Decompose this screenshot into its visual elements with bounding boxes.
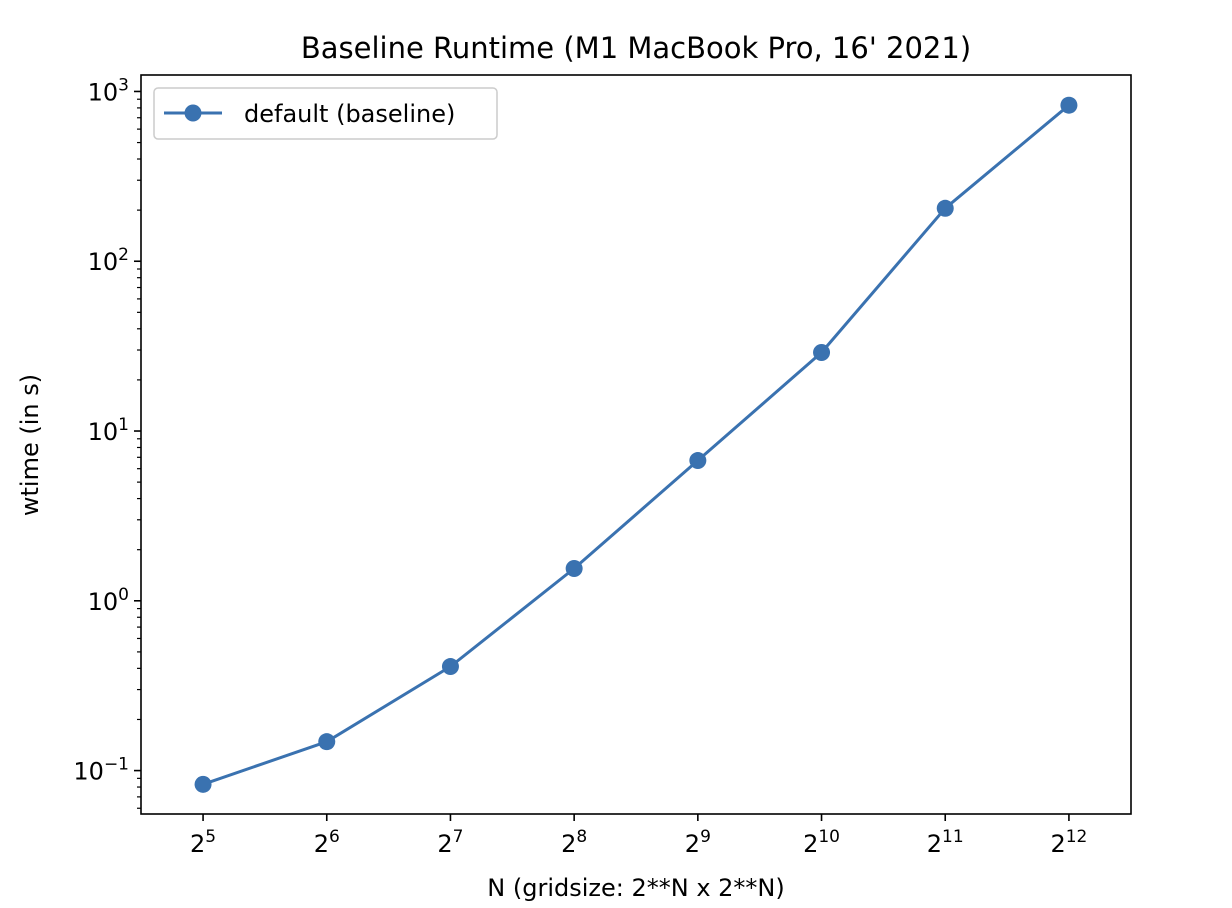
data-point [441,658,459,676]
y-tick-label: 102 [88,245,129,276]
data-point [1060,96,1078,114]
x-axis-ticks: 25 26 27 28 29 210 211 212 [190,814,1087,858]
plot-area-frame [140,74,1132,815]
x-tick-label: 28 [561,827,587,858]
x-tick-label: 26 [314,827,340,858]
x-tick-label: 27 [437,827,463,858]
data-point [318,733,336,751]
x-tick-label: 25 [190,827,216,858]
x-tick-label: 210 [803,827,840,858]
y-axis-label: wtime (in s) [16,374,44,516]
x-tick-label: 212 [1050,827,1087,858]
data-point [565,559,583,577]
legend-box [153,87,498,140]
data-point [689,452,707,470]
y-tick-label: 10−1 [73,755,129,786]
series-default-baseline [194,96,1078,793]
x-tick-label: 29 [685,827,711,858]
x-axis-label: N (gridsize: 2**N x 2**N) [487,874,784,902]
x-tick-label: 211 [927,827,964,858]
series-line [202,104,1070,786]
y-axis-ticks: 10−1 100 101 102 103 [73,75,141,786]
data-point [936,199,954,217]
y-tick-label: 101 [88,415,129,446]
chart-title: Baseline Runtime (M1 MacBook Pro, 16' 20… [301,31,971,65]
data-point [813,344,831,362]
y-tick-label: 100 [88,585,129,616]
legend-label: default (baseline) [244,100,455,128]
data-point [194,775,212,793]
legend-marker-swatch [184,104,202,122]
legend: default (baseline) [153,87,498,140]
y-tick-label: 103 [88,75,129,106]
